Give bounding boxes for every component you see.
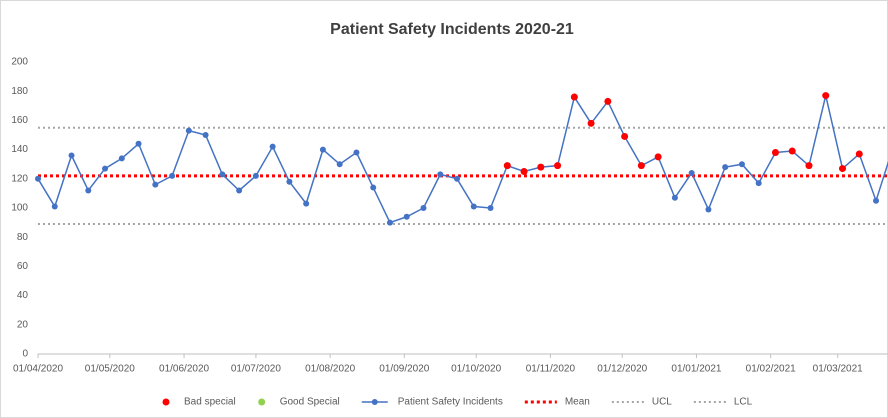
line-marker xyxy=(454,175,461,182)
special-point xyxy=(621,132,629,140)
line-marker xyxy=(722,164,729,171)
special-point xyxy=(654,153,662,161)
y-tick-label: 0 xyxy=(22,349,28,360)
legend-marker xyxy=(258,398,266,406)
y-tick-label: 200 xyxy=(11,57,28,68)
special-point xyxy=(554,162,562,170)
line-marker xyxy=(118,155,125,162)
chart-title: Patient Safety Incidents 2020-21 xyxy=(330,21,574,38)
special-point xyxy=(570,93,578,101)
y-tick-label: 60 xyxy=(17,261,29,272)
special-point xyxy=(503,162,511,170)
line-marker xyxy=(873,197,880,204)
line-marker xyxy=(51,203,58,210)
x-tick-label: 01/09/2020 xyxy=(379,364,429,375)
line-marker xyxy=(470,203,477,210)
legend-label: UCL xyxy=(652,397,672,408)
line-marker xyxy=(353,149,360,156)
y-tick-label: 140 xyxy=(11,144,28,155)
special-point xyxy=(805,162,813,170)
line-marker xyxy=(35,175,41,182)
line-marker xyxy=(688,169,695,176)
x-tick-label: 01/10/2020 xyxy=(451,364,501,375)
legend-marker xyxy=(371,399,378,405)
y-tick-label: 80 xyxy=(17,232,29,243)
special-point xyxy=(788,147,796,155)
legend-label: Patient Safety Incidents xyxy=(398,397,503,408)
special-point xyxy=(822,92,830,100)
x-tick-label: 01/03/2021 xyxy=(813,364,863,375)
line-marker xyxy=(236,187,243,194)
y-tick-label: 20 xyxy=(17,319,29,330)
line-marker xyxy=(286,178,293,185)
line-marker xyxy=(403,213,410,220)
x-tick-label: 01/07/2020 xyxy=(231,364,281,375)
x-tick-label: 01/06/2020 xyxy=(159,364,209,375)
x-tick-label: 01/12/2020 xyxy=(597,364,647,375)
line-marker xyxy=(85,187,92,194)
line-marker xyxy=(738,161,745,168)
line-marker xyxy=(135,140,142,147)
line-marker xyxy=(336,161,343,168)
special-point xyxy=(839,165,847,173)
legend-label: Bad special xyxy=(184,397,236,408)
line-marker xyxy=(487,205,494,211)
line-marker xyxy=(169,172,176,179)
x-tick-label: 01/05/2020 xyxy=(85,364,135,375)
special-point xyxy=(637,162,645,170)
x-tick-label: 01/11/2020 xyxy=(526,364,576,375)
line-marker xyxy=(755,180,762,187)
line-marker xyxy=(319,146,326,153)
y-tick-label: 160 xyxy=(11,115,28,126)
line-marker xyxy=(303,200,310,207)
line-marker xyxy=(705,206,712,213)
line-marker xyxy=(370,184,377,191)
line-marker xyxy=(185,127,192,134)
line-marker xyxy=(202,132,209,138)
y-tick-label: 180 xyxy=(11,86,28,97)
line-marker xyxy=(219,171,226,178)
x-tick-label: 01/08/2020 xyxy=(305,364,355,375)
legend-label: Mean xyxy=(565,397,590,408)
line-marker xyxy=(437,171,444,178)
special-point xyxy=(855,150,863,158)
line-marker xyxy=(102,165,109,172)
y-tick-label: 40 xyxy=(17,290,29,301)
line-marker xyxy=(68,152,75,159)
x-tick-label: 01/02/2021 xyxy=(746,364,796,375)
line-marker xyxy=(386,219,393,226)
y-tick-label: 100 xyxy=(11,203,28,214)
line-marker xyxy=(671,194,678,201)
special-point xyxy=(587,119,595,127)
series-line xyxy=(37,95,888,224)
special-point xyxy=(771,149,779,157)
special-point xyxy=(537,163,545,171)
x-tick-label: 01/01/2021 xyxy=(671,364,721,375)
special-point xyxy=(520,168,528,175)
line-marker xyxy=(252,172,259,179)
x-tick-label: 01/04/2020 xyxy=(13,364,63,375)
legend-label: LCL xyxy=(734,397,753,408)
y-tick-label: 120 xyxy=(11,173,28,184)
line-marker xyxy=(152,181,159,188)
legend-marker xyxy=(162,398,170,406)
special-point xyxy=(604,97,612,105)
line-marker xyxy=(269,143,276,150)
legend-label: Good Special xyxy=(280,397,340,408)
line-marker xyxy=(420,205,427,211)
